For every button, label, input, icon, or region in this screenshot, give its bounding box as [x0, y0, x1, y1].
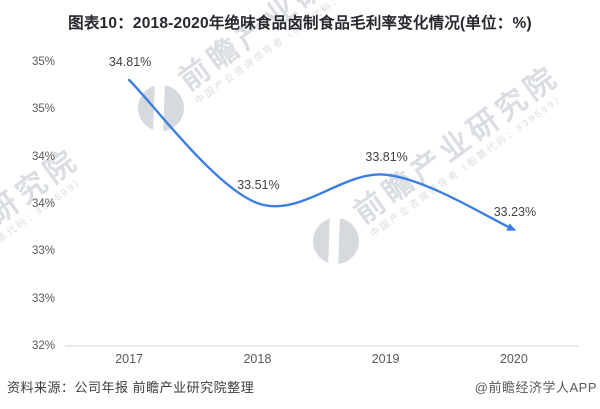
y-tick-label: 35%: [31, 56, 55, 68]
y-tick-label: 33%: [31, 292, 55, 305]
x-tick-label: 2018: [243, 352, 272, 366]
data-point-label: 33.81%: [365, 149, 408, 164]
data-point-label: 34.81%: [108, 55, 152, 69]
data-point-label: 33.51%: [237, 178, 280, 193]
trend-line: [127, 78, 517, 231]
x-tick-label: 2017: [115, 352, 143, 366]
data-point-label: 33.23%: [493, 204, 537, 219]
y-tick-label: 34%: [31, 150, 55, 163]
y-tick-label: 34%: [31, 198, 55, 210]
credit-text: @前瞻经济学人APP: [474, 380, 597, 395]
x-tick-label: 2020: [499, 352, 528, 366]
y-tick-label: 32%: [31, 340, 55, 352]
y-tick-label: 33%: [31, 245, 55, 258]
y-tick-label: 35%: [31, 103, 55, 116]
chart-title: 图表10：2018-2020年绝味食品卤制食品毛利率变化情况(单位：%): [68, 15, 532, 32]
x-tick-label: 2019: [371, 352, 400, 366]
source-text: 资料来源：公司年报 前瞻产业研究院整理: [7, 380, 255, 395]
